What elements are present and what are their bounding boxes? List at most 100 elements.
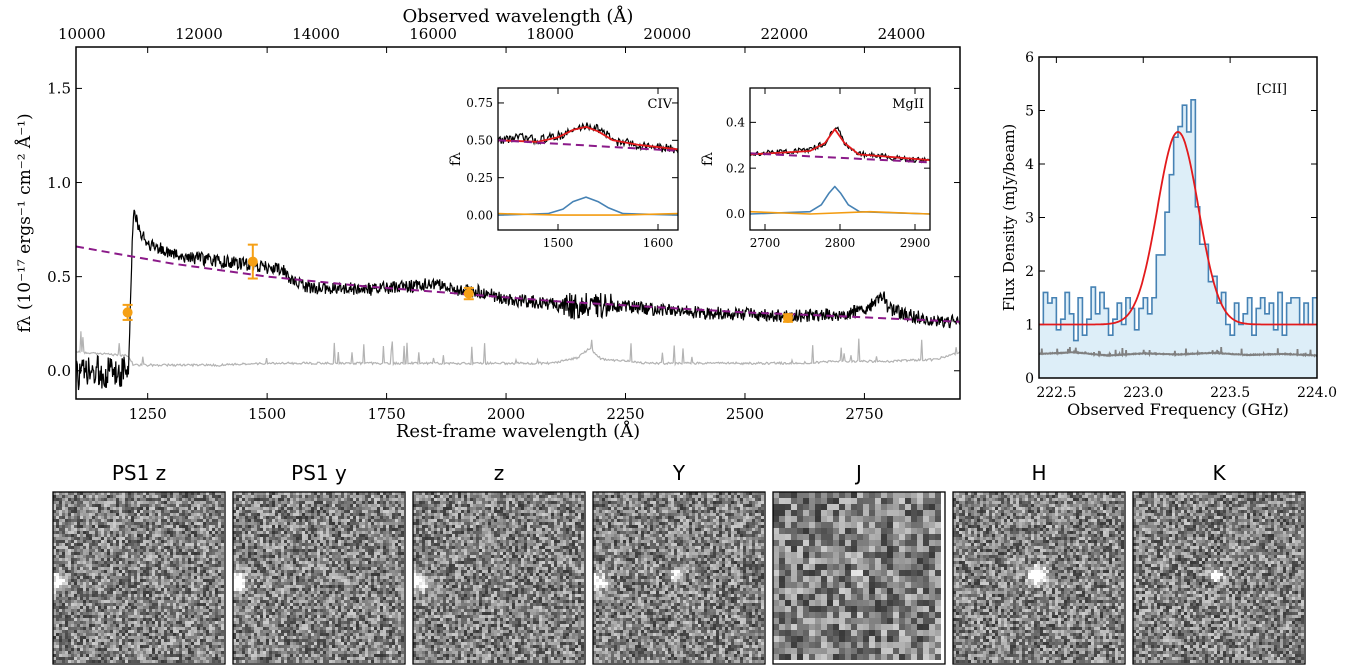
cutout-pixel bbox=[101, 525, 104, 528]
cutout-pixel bbox=[95, 534, 98, 537]
cutout-pixel bbox=[215, 507, 218, 510]
cutout-pixel bbox=[53, 609, 56, 612]
cutout-pixel bbox=[95, 594, 98, 597]
y-tick-label: 0.5 bbox=[47, 268, 71, 286]
cutout-pixel bbox=[215, 618, 218, 621]
cutout-pixel bbox=[98, 651, 101, 654]
cutout-pixel bbox=[131, 522, 134, 525]
cutout-pixel bbox=[137, 606, 140, 609]
cutout-pixel bbox=[398, 555, 401, 558]
cutout-pixel bbox=[170, 561, 173, 564]
cutout-pixel bbox=[164, 642, 167, 645]
cutout-pixel bbox=[146, 591, 149, 594]
cutout-pixel bbox=[371, 507, 374, 510]
cutout-pixel bbox=[398, 564, 401, 567]
cutout-pixel bbox=[122, 600, 125, 603]
cutout-pixel bbox=[137, 540, 140, 543]
cutout-pixel bbox=[107, 579, 110, 582]
cutout-pixel bbox=[158, 654, 161, 657]
cutout-pixel bbox=[146, 555, 149, 558]
cutout-pixel bbox=[191, 561, 194, 564]
cutout-pixel bbox=[395, 525, 398, 528]
cutout-pixel bbox=[116, 543, 119, 546]
cutout-pixel bbox=[335, 543, 338, 546]
cutout-pixel bbox=[107, 561, 110, 564]
cutout-pixel bbox=[239, 501, 242, 504]
cutout-pixel bbox=[245, 516, 248, 519]
cutout-pixel bbox=[56, 579, 59, 582]
cutout-pixel bbox=[215, 528, 218, 531]
cutout-pixel bbox=[149, 612, 152, 615]
cutout-pixel bbox=[236, 540, 239, 543]
cutout-pixel bbox=[176, 639, 179, 642]
cutout-pixel bbox=[323, 501, 326, 504]
cutout-pixel bbox=[146, 657, 149, 660]
cutout-pixel bbox=[206, 576, 209, 579]
cutout-pixel bbox=[296, 555, 299, 558]
cutout-pixel bbox=[119, 567, 122, 570]
cutout-pixel bbox=[203, 504, 206, 507]
cutout-pixel bbox=[260, 507, 263, 510]
cutout-pixel bbox=[266, 522, 269, 525]
cutout-pixel bbox=[347, 504, 350, 507]
cutout-pixel bbox=[203, 597, 206, 600]
cutout-pixel bbox=[368, 540, 371, 543]
cutout-pixel bbox=[113, 513, 116, 516]
cutout-pixel bbox=[308, 492, 311, 495]
cutout-pixel bbox=[146, 540, 149, 543]
cutout-pixel bbox=[140, 657, 143, 660]
cutout-pixel bbox=[161, 582, 164, 585]
cutout-pixel bbox=[203, 579, 206, 582]
cutout-pixel bbox=[311, 570, 314, 573]
cutout-pixel bbox=[314, 525, 317, 528]
cutout-pixel bbox=[182, 645, 185, 648]
cutout-pixel bbox=[161, 591, 164, 594]
cutout-pixel bbox=[269, 507, 272, 510]
cutout-pixel bbox=[143, 582, 146, 585]
cutout-pixel bbox=[74, 513, 77, 516]
cutout-pixel bbox=[392, 498, 395, 501]
cutout-pixel bbox=[128, 543, 131, 546]
cutout-pixel bbox=[281, 534, 284, 537]
cutout-pixel bbox=[332, 528, 335, 531]
cutout-pixel bbox=[170, 579, 173, 582]
cutout-pixel bbox=[323, 519, 326, 522]
cutout-pixel bbox=[107, 534, 110, 537]
cutout-pixel bbox=[86, 567, 89, 570]
cutout-pixel bbox=[272, 495, 275, 498]
cutout-pixel bbox=[179, 558, 182, 561]
cutout-pixel bbox=[116, 528, 119, 531]
cutout-pixel bbox=[140, 543, 143, 546]
cutout-pixel bbox=[209, 660, 212, 663]
cutout-pixel bbox=[119, 501, 122, 504]
cutout-pixel bbox=[395, 504, 398, 507]
cutout-pixel bbox=[281, 528, 284, 531]
cutout-pixel bbox=[53, 630, 56, 633]
cutout-pixel bbox=[158, 645, 161, 648]
cutout-pixel bbox=[218, 588, 221, 591]
cutout-pixel bbox=[221, 543, 224, 546]
cutout-pixel bbox=[218, 600, 221, 603]
cutout-pixel bbox=[278, 510, 281, 513]
cutout-pixel bbox=[182, 594, 185, 597]
cutout-pixel bbox=[233, 564, 236, 567]
cutout-pixel bbox=[341, 504, 344, 507]
cutout-pixel bbox=[185, 513, 188, 516]
cutout-pixel bbox=[71, 594, 74, 597]
cutout-pixel bbox=[287, 504, 290, 507]
cutout-pixel bbox=[86, 609, 89, 612]
cutout-pixel bbox=[164, 495, 167, 498]
cutout-pixel bbox=[74, 633, 77, 636]
cutout-pixel bbox=[62, 588, 65, 591]
cutout-pixel bbox=[263, 543, 266, 546]
cutout-pixel bbox=[95, 498, 98, 501]
cutout-pixel bbox=[197, 588, 200, 591]
cutout-pixel bbox=[143, 498, 146, 501]
cutout-pixel bbox=[104, 543, 107, 546]
cutout-pixel bbox=[59, 657, 62, 660]
cutout-pixel bbox=[278, 546, 281, 549]
cutout-pixel bbox=[101, 651, 104, 654]
cutout-pixel bbox=[200, 558, 203, 561]
cutout-pixel bbox=[83, 618, 86, 621]
cutout-pixel bbox=[101, 510, 104, 513]
